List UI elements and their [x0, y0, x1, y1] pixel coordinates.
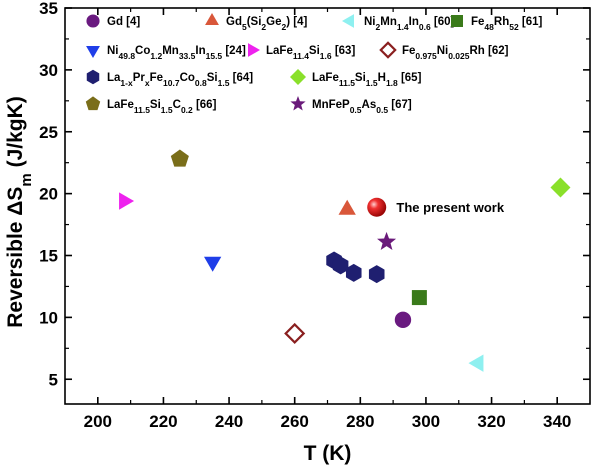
legend-marker-6 [379, 41, 397, 59]
legend-marker-2 [342, 14, 354, 28]
data-point-7-1 [332, 256, 349, 275]
data-point-0-0 [394, 311, 412, 329]
legend-label-9: LaFe11.5Si1.5C0.2 [66] [107, 99, 217, 115]
data-point-4-0 [203, 256, 222, 272]
legend-marker-4 [86, 46, 100, 58]
legend-label-10: MnFeP0.5As0.5 [67] [312, 99, 412, 115]
data-point-11-0 [367, 197, 387, 217]
legend: Gd [4] Gd5(Si2Ge2) [4] Ni2Mn1.4In0.6 [60] F… [85, 13, 543, 115]
y-tick-label: 25 [39, 123, 58, 142]
legend-label-8: LaFe11.5Si1.5H1.8 [65] [312, 72, 422, 88]
legend-marker-0 [86, 14, 100, 28]
y-axis-title: Reversible ΔSm (J/kgK) [4, 96, 35, 328]
annotation-present-work: The present work [396, 200, 504, 215]
legend-marker-7 [86, 69, 100, 85]
data-point-7-2 [345, 263, 362, 282]
legend-marker-9 [85, 96, 101, 111]
y-tick-label: 20 [39, 185, 58, 204]
y-tick-label: 30 [39, 61, 58, 80]
data-point-6-0 [284, 322, 306, 345]
x-tick-label: 300 [412, 412, 440, 431]
legend-label-3: Fe48Rh52 [61] [471, 16, 543, 32]
legend-marker-1 [205, 13, 219, 25]
plot-layer: 200 220 240 260 280 300 320 340 5 10 15 20 25 30 35 T (… [4, 0, 591, 465]
y-tick-label: 35 [39, 0, 58, 18]
data-point-8-0 [550, 177, 571, 198]
x-tick-label: 280 [346, 412, 374, 431]
x-tick-label: 240 [215, 412, 243, 431]
legend-label-1: Gd5(Si2Ge2) [4] [226, 16, 307, 32]
y-tick-label: 15 [39, 247, 58, 266]
x-axis-title: T (K) [304, 442, 352, 465]
x-tick-label: 260 [281, 412, 309, 431]
legend-label-6: Fe0.975Ni0.025Rh [62] [402, 45, 509, 61]
data-point-7-3 [368, 265, 385, 284]
x-tick-label: 220 [149, 412, 177, 431]
data-point-1-0 [338, 199, 356, 215]
data-point-9-0 [170, 149, 189, 167]
data-point-10-0 [377, 231, 397, 250]
legend-label-0: Gd [4] [107, 16, 140, 28]
x-tick-label: 340 [543, 412, 571, 431]
y-tick-label: 10 [39, 308, 58, 327]
legend-marker-10 [290, 96, 306, 111]
legend-label-7: La1-xPrxFe10.7Co0.8Si1.5 [64] [107, 72, 253, 88]
legend-label-2: Ni2Mn1.4In0.6 [60] [364, 16, 455, 32]
plot-frame [64, 7, 591, 405]
data-point-5-0 [119, 192, 135, 210]
x-tick-label: 200 [84, 412, 112, 431]
data-point-2-0 [468, 354, 484, 372]
legend-label-5: LaFe11.4Si1.6 [63] [266, 45, 355, 61]
data-point-3-0 [411, 290, 427, 306]
legend-marker-3 [451, 15, 463, 27]
legend-marker-5 [248, 43, 260, 57]
legend-label-4: Ni49.8Co1.2Mn33.5In15.5 [24] [107, 45, 246, 61]
x-tick-label: 320 [477, 412, 505, 431]
legend-marker-8 [290, 69, 306, 85]
y-tick-label: 5 [49, 370, 58, 389]
